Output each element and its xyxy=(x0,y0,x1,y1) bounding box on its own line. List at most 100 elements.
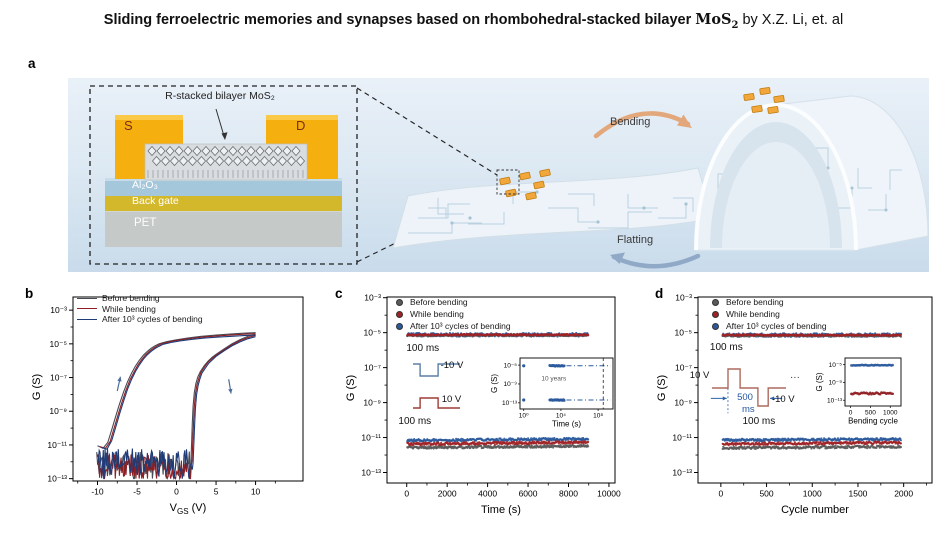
plot-annotation: 10 V xyxy=(441,393,462,405)
bending-label: Bending xyxy=(610,116,651,128)
svg-text:10⁻¹³: 10⁻¹³ xyxy=(672,468,692,478)
plot-annotation: 100 ms xyxy=(709,341,743,353)
svg-text:10⁻¹³: 10⁻¹³ xyxy=(47,474,67,484)
svg-text:10⁻⁷: 10⁻⁷ xyxy=(364,363,381,373)
svg-text:10⁻⁵: 10⁻⁵ xyxy=(829,362,843,369)
svg-text:10⁻³: 10⁻³ xyxy=(364,293,381,303)
legend-dot-swatch xyxy=(712,310,719,318)
panel-c-retention-plot: c 0 2000 4000 6000 8000 10000 10⁻³ 10⁻⁵ 10⁻⁷ 10⁻⁹… xyxy=(330,286,650,538)
svg-text:6000: 6000 xyxy=(519,489,538,499)
legend-line-swatch xyxy=(77,297,97,299)
panel-c-letter: c xyxy=(335,286,343,301)
svg-text:10⁻¹³: 10⁻¹³ xyxy=(361,468,381,478)
legend-item: While bending xyxy=(394,308,511,320)
panel-b-transfer-curves: b -10 -5 0 5 10 10⁻³ 10⁻⁵ 10⁻⁷ 10⁻⁹ 10⁻¹¹ 10⁻¹³ Be… xyxy=(20,286,330,538)
svg-text:10⁻⁹: 10⁻⁹ xyxy=(829,380,843,387)
legend: Before bending While bending After 10³ cyc… xyxy=(77,293,203,325)
svg-text:1000: 1000 xyxy=(803,489,822,499)
legend-label: While bending xyxy=(102,303,156,314)
plot-annotation: -10 V xyxy=(771,393,795,405)
flatting-label: Flatting xyxy=(617,234,654,246)
crystal-lattice xyxy=(147,145,306,178)
svg-text:10⁻⁵: 10⁻⁵ xyxy=(675,328,692,338)
svg-text:1500: 1500 xyxy=(849,489,868,499)
svg-text:10⁻⁹: 10⁻⁹ xyxy=(504,381,518,388)
zoom-box xyxy=(89,85,358,265)
panel-a-illustration: R-stacked bilayer MoS₂ S D Al₂O₃ Back ga… xyxy=(68,78,929,272)
svg-text:10⁰: 10⁰ xyxy=(519,413,529,420)
x-axis-title: VGS (V) xyxy=(169,502,207,517)
panel-d-letter: d xyxy=(655,286,664,301)
x-axis-title: Time (s) xyxy=(481,504,521,516)
bending-arrow xyxy=(593,111,692,139)
svg-text:10⁻¹¹: 10⁻¹¹ xyxy=(672,433,692,443)
svg-text:10⁻⁵: 10⁻⁵ xyxy=(50,339,67,349)
svg-text:10⁻¹¹: 10⁻¹¹ xyxy=(47,440,67,450)
pet-substrate xyxy=(105,211,342,247)
legend-item: While bending xyxy=(710,308,827,320)
svg-text:10 years: 10 years xyxy=(541,376,567,383)
svg-text:G (S): G (S) xyxy=(815,372,824,391)
legend-label: After 10³ cycles of bending xyxy=(102,314,203,325)
legend-label: While bending xyxy=(410,309,464,319)
plot-annotation: 100 ms xyxy=(406,342,440,354)
endurance-plot: 0 500 1000 1500 2000 10⁻³ 10⁻⁵ 10⁻⁷ 10⁻⁹ 10⁻¹¹ 10⁻… xyxy=(672,293,933,499)
plot-annotation: ms xyxy=(741,403,755,415)
y-axis-title: G (S) xyxy=(345,374,357,402)
plot-annotation: 500 xyxy=(737,391,753,403)
back-gate-layer xyxy=(105,196,342,211)
legend-item: After 10³ cycles of bending xyxy=(394,320,511,332)
svg-text:2000: 2000 xyxy=(438,489,457,499)
svg-text:10⁻⁷: 10⁻⁷ xyxy=(675,363,692,373)
title-main: Sliding ferroelectric memories and synap… xyxy=(103,12,696,28)
svg-text:Bending cycle: Bending cycle xyxy=(848,417,898,426)
circuit-traces xyxy=(408,190,694,234)
legend-line-swatch xyxy=(77,308,97,310)
legend-item: Before bending xyxy=(710,296,827,308)
back-gate-label: Back gate xyxy=(132,195,179,207)
svg-text:4000: 4000 xyxy=(478,489,497,499)
legend-dot-swatch xyxy=(396,310,403,318)
annotation-arrow xyxy=(215,108,225,137)
legend: Before bending While bending After 10³ cyc… xyxy=(710,296,827,332)
panel-a-graphics xyxy=(89,85,929,269)
svg-text:10⁻³: 10⁻³ xyxy=(675,293,692,303)
plot-annotation: 100 ms xyxy=(398,415,432,427)
legend-label: After 10³ cycles of bending xyxy=(726,321,827,331)
legend-dot-swatch xyxy=(396,322,403,330)
retention-plot: 0 2000 4000 6000 8000 10000 10⁻³ 10⁻⁵ 10⁻⁷ 10⁻⁹ 10… xyxy=(361,293,621,499)
svg-text:500: 500 xyxy=(759,489,773,499)
source-label: S xyxy=(124,118,133,133)
flexible-sheet-bent xyxy=(694,87,929,251)
svg-text:-5: -5 xyxy=(133,487,141,497)
panel-b-letter: b xyxy=(25,286,34,301)
device-array-bent xyxy=(743,87,785,114)
svg-text:10⁻¹³: 10⁻¹³ xyxy=(502,400,518,407)
zoom-connector-top xyxy=(356,87,498,176)
svg-text:2000: 2000 xyxy=(894,489,913,499)
legend-dot-swatch xyxy=(396,298,403,306)
legend-item: After 10³ cycles of bending xyxy=(710,320,827,332)
title-formula: MoS2 xyxy=(695,11,739,31)
svg-text:10⁻¹¹: 10⁻¹¹ xyxy=(361,433,381,443)
channel-annotation: R-stacked bilayer MoS₂ xyxy=(165,90,275,102)
legend-label: Before bending xyxy=(726,297,784,307)
svg-text:10⁻⁵: 10⁻⁵ xyxy=(504,362,518,369)
flatting-arrow xyxy=(610,252,701,269)
x-axis-title: Cycle number xyxy=(781,504,849,516)
legend-item: Before bending xyxy=(77,293,203,304)
svg-text:-10: -10 xyxy=(91,487,104,497)
panel-a-letter: a xyxy=(28,56,36,71)
legend-line-swatch xyxy=(77,318,97,320)
transfer-curve-plot: -10 -5 0 5 10 10⁻³ 10⁻⁵ 10⁻⁷ 10⁻⁹ 10⁻¹¹ 10⁻¹³ xyxy=(47,296,304,497)
svg-text:10⁻³: 10⁻³ xyxy=(50,305,67,315)
title-formula-subscript: 2 xyxy=(731,19,739,31)
svg-text:G (S): G (S) xyxy=(490,374,499,393)
legend-label: While bending xyxy=(726,309,780,319)
title-byline: by X.Z. Li, et. al xyxy=(738,12,844,28)
legend-item: Before bending xyxy=(394,296,511,308)
svg-text:5: 5 xyxy=(214,487,219,497)
svg-text:500: 500 xyxy=(865,410,876,417)
panel-d-endurance-plot: d 0 500 1000 1500 2000 10⁻³ 10⁻⁵ 10⁻⁷ 10⁻⁹ 10⁻¹¹ 1… xyxy=(650,286,947,538)
device-cross-section xyxy=(105,108,342,247)
